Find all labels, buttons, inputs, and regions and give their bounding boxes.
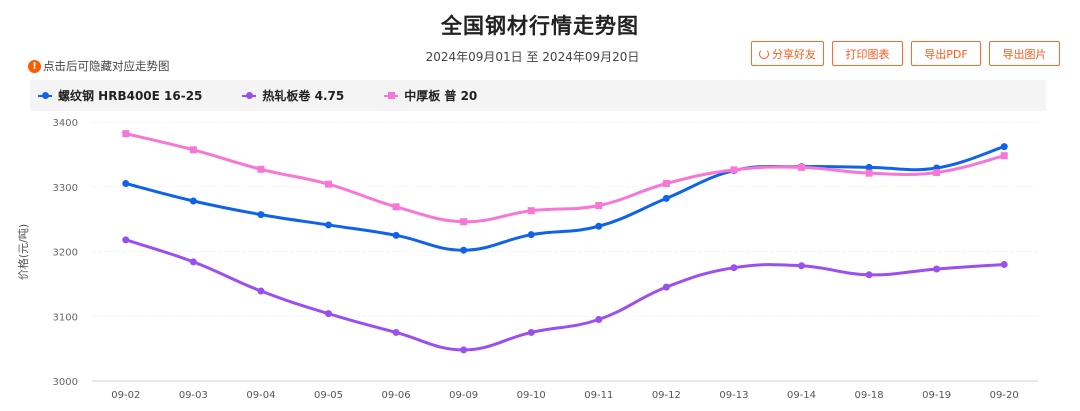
- legend-item[interactable]: 中厚板 普 20: [384, 87, 477, 104]
- legend-item[interactable]: 螺纹钢 HRB400E 16-25: [38, 87, 202, 104]
- y-tick-label: 3000: [53, 377, 78, 388]
- export-pdf-button[interactable]: 导出PDF: [911, 41, 981, 66]
- data-point: [257, 165, 265, 173]
- y-tick-label: 3300: [53, 183, 78, 194]
- data-point: [527, 207, 535, 215]
- image-button-label: 导出图片: [1002, 47, 1047, 61]
- x-tick-label: 09-06: [382, 390, 411, 401]
- data-point: [798, 262, 805, 270]
- data-point: [460, 346, 468, 354]
- x-tick-label: 09-05: [314, 390, 343, 401]
- x-tick-label: 09-20: [990, 390, 1019, 401]
- x-tick-label: 09-09: [449, 390, 478, 401]
- date-range: 2024年09月01日 至 2024年09月20日: [425, 50, 640, 64]
- data-point: [1000, 260, 1008, 268]
- share-button-label: 分享好友: [772, 47, 816, 61]
- data-point: [730, 264, 738, 272]
- data-point: [662, 180, 670, 188]
- data-point: [257, 287, 265, 295]
- x-tick-label: 09-18: [855, 390, 884, 401]
- data-point: [392, 328, 400, 336]
- exclamation-icon: !: [28, 59, 41, 73]
- data-point: [122, 180, 130, 188]
- data-point: [392, 203, 400, 211]
- data-point: [798, 163, 805, 171]
- y-tick-label: 3100: [53, 312, 78, 323]
- data-point: [325, 221, 332, 229]
- share-icon: [759, 48, 769, 59]
- data-point: [595, 315, 603, 323]
- data-point: [933, 265, 941, 273]
- legend: 螺纹钢 HRB400E 16-25 热轧板卷 4.75 中厚板 普 20: [38, 80, 517, 111]
- series-line: [124, 238, 1006, 352]
- data-point: [122, 236, 130, 244]
- data-point: [325, 310, 332, 318]
- legend-label: 中厚板 普 20: [404, 89, 478, 103]
- x-tick-label: 09-11: [584, 390, 613, 401]
- chart-title: 全国钢材行情走势图: [441, 14, 639, 38]
- data-point: [595, 202, 603, 210]
- data-point: [865, 169, 873, 177]
- print-chart-button[interactable]: 打印图表: [832, 41, 903, 66]
- data-point: [189, 197, 197, 205]
- hint-label: 点击后可隐藏对应走势图: [43, 59, 170, 73]
- legend-item[interactable]: 热轧板卷 4.75: [242, 87, 344, 104]
- legend-swatch-icon: [384, 91, 399, 101]
- toolbar: 分享好友 打印图表 导出PDF 导出图片: [751, 41, 1060, 66]
- data-point: [662, 283, 670, 291]
- y-tick-label: 3400: [53, 118, 78, 129]
- data-point: [662, 194, 670, 202]
- data-point: [933, 169, 941, 177]
- x-tick-label: 09-14: [787, 390, 816, 401]
- x-tick-label: 09-04: [246, 390, 275, 401]
- data-point: [122, 130, 130, 138]
- legend-swatch-icon: [38, 91, 52, 101]
- data-point: [392, 231, 400, 239]
- pdf-button-label: 导出PDF: [924, 47, 968, 61]
- x-tick-label: 09-10: [517, 390, 546, 401]
- data-point: [189, 258, 197, 266]
- data-point: [460, 218, 468, 226]
- data-point: [460, 246, 468, 254]
- data-point: [865, 163, 873, 171]
- series-line: [124, 145, 1006, 252]
- share-button[interactable]: 分享好友: [751, 41, 824, 66]
- export-image-button[interactable]: 导出图片: [989, 41, 1060, 66]
- series-line: [124, 132, 1006, 224]
- print-button-label: 打印图表: [845, 47, 890, 61]
- data-point: [865, 271, 873, 279]
- x-tick-label: 09-13: [719, 390, 748, 401]
- data-point: [257, 211, 265, 219]
- data-point: [325, 180, 332, 188]
- x-tick-label: 09-03: [179, 390, 208, 401]
- x-tick-label: 09-19: [922, 390, 951, 401]
- legend-background: [30, 80, 1046, 111]
- x-tick-label: 09-12: [652, 390, 681, 401]
- data-point: [1000, 143, 1008, 151]
- x-tick-label: 09-02: [111, 390, 140, 401]
- data-point: [1000, 152, 1008, 160]
- hint-text: ! 点击后可隐藏对应走势图: [28, 58, 170, 74]
- legend-label: 螺纹钢 HRB400E 16-25: [58, 89, 203, 103]
- data-point: [527, 231, 535, 239]
- legend-swatch-icon: [242, 91, 257, 101]
- data-point: [595, 222, 603, 230]
- data-point: [189, 146, 197, 154]
- data-point: [730, 166, 738, 174]
- y-tick-label: 3200: [53, 248, 78, 259]
- data-point: [527, 328, 535, 336]
- legend-label: 热轧板卷 4.75: [262, 89, 345, 103]
